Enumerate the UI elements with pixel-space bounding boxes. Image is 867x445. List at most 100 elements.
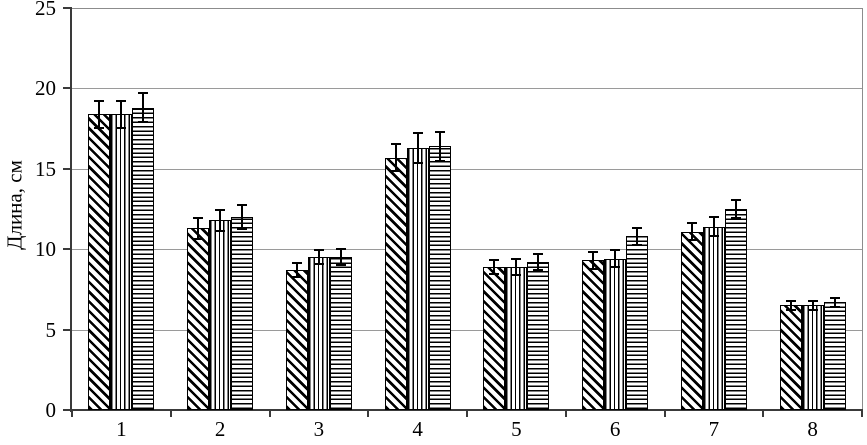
error-cap-bottom-group5-series2 (511, 273, 522, 276)
x-tick-4 (466, 410, 468, 417)
bar-group6-series1 (582, 260, 605, 410)
x-tick-0 (71, 410, 73, 417)
y-tick-10 (63, 248, 72, 251)
error-whisker-group7-series2 (712, 216, 715, 238)
error-cap-bottom-group8-series1 (785, 309, 796, 312)
x-category-label-3: 3 (313, 417, 325, 441)
error-cap-bottom-group2-series2 (215, 229, 226, 232)
plot-frame-top (72, 8, 862, 9)
error-cap-top-group6-series2 (610, 249, 621, 252)
error-cap-top-group6-series1 (588, 250, 599, 253)
y-tick-25 (63, 7, 72, 9)
x-tick-3 (367, 410, 370, 417)
error-cap-top-group1-series1 (94, 99, 105, 102)
error-cap-top-group8-series2 (807, 299, 818, 302)
bar-group4-series2 (406, 147, 429, 410)
error-whisker-group3-series3 (339, 248, 342, 267)
y-tick-label-20: 20 (35, 76, 56, 101)
y-tick-20 (63, 87, 72, 90)
x-category-label-6: 6 (609, 417, 621, 441)
bar-group1-series1 (88, 114, 111, 410)
error-cap-bottom-group6-series1 (588, 268, 599, 271)
error-whisker-group7-series1 (690, 221, 693, 242)
bar-group7-series2 (702, 226, 725, 410)
bar-group7-series3 (724, 209, 747, 410)
error-cap-top-group5-series2 (511, 258, 522, 261)
error-cap-top-group8-series1 (785, 299, 796, 302)
bar-group8-series3 (823, 302, 846, 410)
error-cap-top-group1-series3 (138, 92, 149, 95)
x-category-label-5: 5 (511, 417, 522, 441)
y-tick-label-25: 25 (35, 0, 56, 20)
error-whisker-group4-series2 (416, 131, 419, 164)
gridline-15 (72, 168, 862, 170)
error-cap-top-group2-series3 (237, 204, 248, 207)
bar-group3-series2 (307, 257, 330, 410)
error-whisker-group7-series3 (734, 199, 737, 219)
error-whisker-group5-series2 (515, 258, 518, 276)
error-cap-bottom-group5-series3 (533, 268, 544, 271)
error-whisker-group8-series3 (833, 296, 836, 308)
plot-frame-right (862, 8, 863, 410)
y-tick-label-10: 10 (35, 237, 56, 262)
gridline-5 (72, 329, 862, 331)
error-cap-top-group3-series2 (313, 249, 324, 252)
error-cap-top-group7-series3 (730, 199, 741, 202)
error-whisker-group4-series1 (394, 143, 397, 172)
bar-group7-series1 (680, 231, 703, 410)
x-tick-1 (169, 410, 172, 417)
error-cap-bottom-group2-series3 (237, 227, 248, 230)
error-cap-bottom-group7-series3 (730, 216, 741, 219)
error-cap-bottom-group7-series2 (708, 235, 719, 238)
gridline-20 (72, 88, 862, 90)
error-cap-top-group2-series1 (193, 217, 204, 220)
error-cap-bottom-group7-series1 (686, 239, 697, 242)
error-cap-bottom-group6-series2 (610, 266, 621, 269)
error-cap-top-group7-series1 (686, 221, 697, 224)
y-tick-15 (63, 167, 72, 170)
error-cap-top-group7-series2 (708, 216, 719, 219)
error-cap-top-group8-series3 (829, 296, 840, 299)
bar-group4-series1 (384, 157, 407, 410)
error-whisker-group6-series1 (592, 250, 595, 271)
x-tick-7 (762, 410, 765, 417)
error-whisker-group4-series3 (438, 131, 441, 162)
x-category-label-7: 7 (708, 417, 720, 441)
error-cap-bottom-group3-series2 (313, 263, 324, 266)
error-cap-bottom-group8-series3 (829, 305, 840, 308)
error-cap-bottom-group1-series3 (138, 120, 149, 123)
error-cap-bottom-group4-series2 (412, 161, 423, 164)
error-cap-bottom-group4-series3 (434, 159, 445, 162)
error-cap-bottom-group4-series1 (390, 170, 401, 173)
y-axis-line (70, 8, 72, 412)
bar-group2-series2 (209, 220, 232, 410)
error-whisker-group5-series3 (537, 253, 540, 271)
error-whisker-group1-series3 (142, 92, 145, 123)
bar-group2-series1 (187, 228, 210, 410)
error-cap-top-group5-series1 (489, 258, 500, 261)
bar-group1-series3 (132, 107, 155, 410)
x-category-label-2: 2 (214, 417, 226, 441)
error-cap-bottom-group3-series3 (335, 264, 346, 267)
error-cap-bottom-group1-series2 (116, 126, 127, 129)
error-cap-top-group4-series1 (390, 143, 401, 146)
x-category-label-1: 1 (116, 417, 127, 441)
error-cap-top-group4-series3 (434, 131, 445, 133)
gridline-10 (72, 249, 862, 251)
error-whisker-group3-series1 (295, 262, 298, 279)
y-tick-label-5: 5 (45, 317, 57, 342)
error-whisker-group3-series2 (317, 249, 320, 266)
bar-group4-series3 (428, 146, 451, 410)
error-whisker-group2-series3 (241, 204, 244, 230)
bar-group5-series2 (505, 266, 528, 410)
bar-group2-series3 (231, 217, 254, 410)
error-cap-top-group1-series2 (116, 99, 127, 102)
error-whisker-group6-series2 (614, 249, 617, 269)
error-cap-top-group2-series2 (215, 209, 226, 211)
error-whisker-group5-series1 (493, 258, 496, 275)
x-category-label-8: 8 (807, 417, 818, 441)
error-whisker-group2-series2 (219, 209, 222, 232)
error-cap-top-group6-series3 (632, 226, 643, 229)
bar-group3-series1 (285, 270, 308, 410)
